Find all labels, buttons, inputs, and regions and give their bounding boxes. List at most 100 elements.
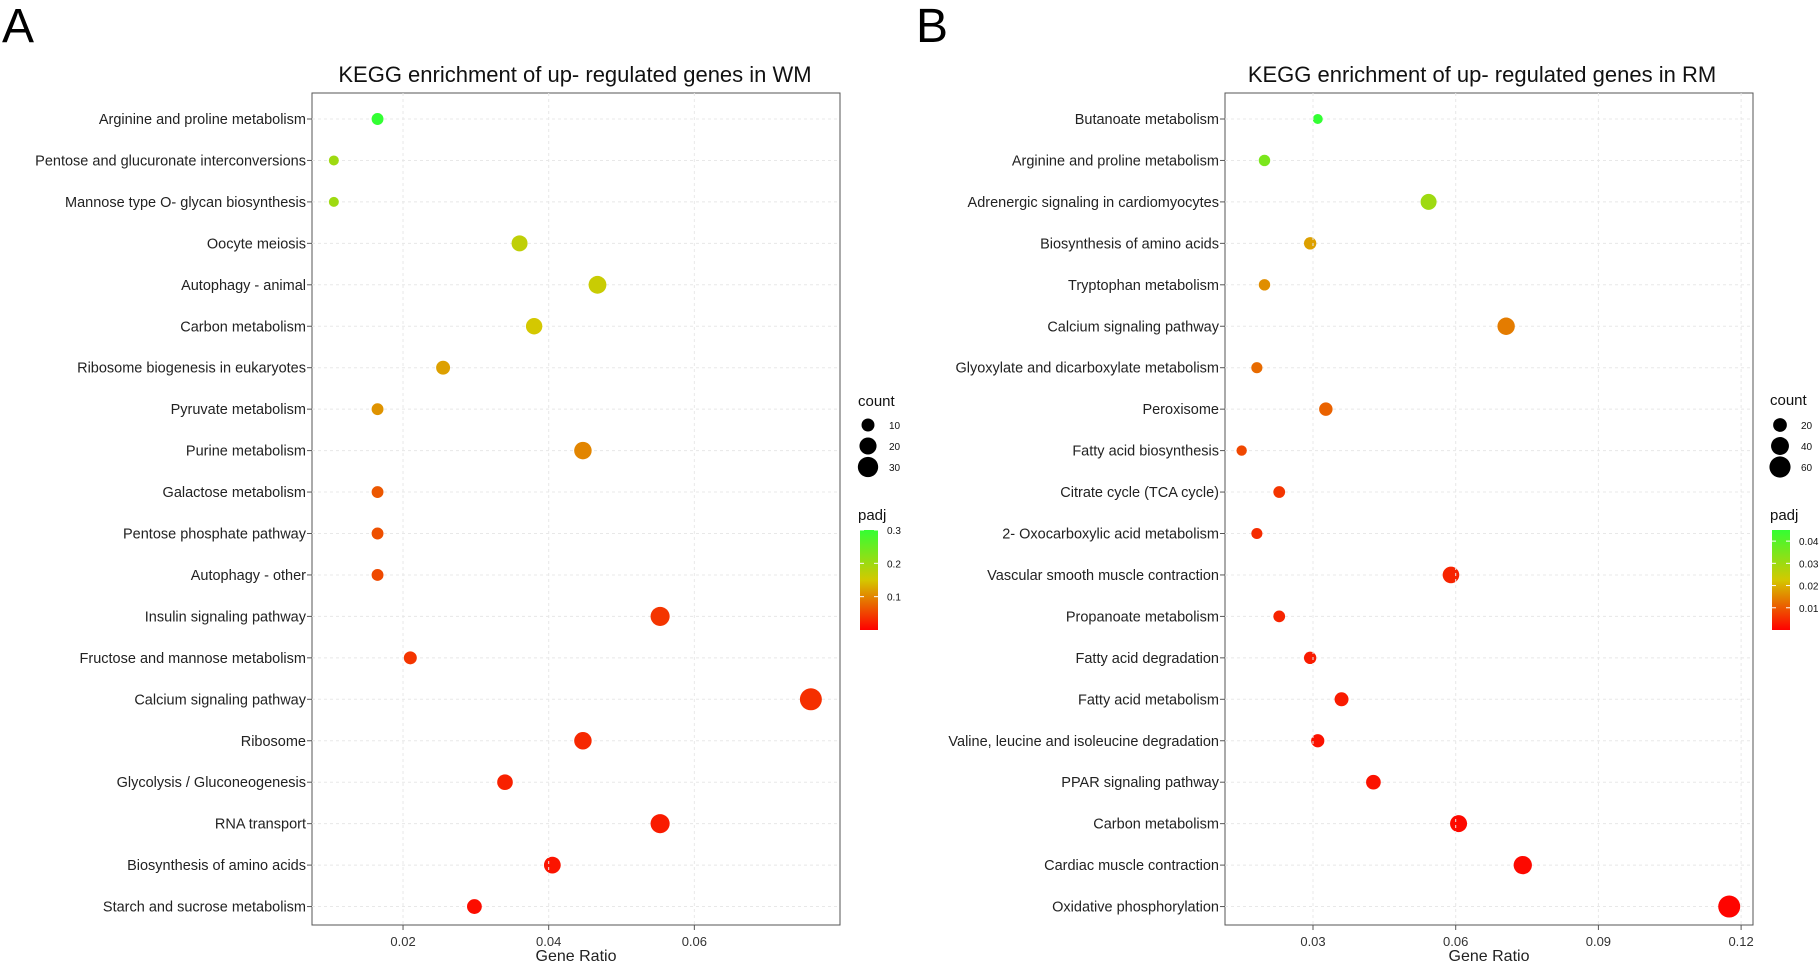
x-tick-label: 0.09 <box>1586 934 1611 949</box>
data-point <box>574 441 592 460</box>
x-axis-ticks: 0.03 0.06 0.09 0.12 <box>1300 93 1754 949</box>
data-points <box>1236 114 1741 918</box>
category-label: Carbon metabolism <box>180 319 306 335</box>
data-point <box>588 275 607 294</box>
data-points <box>328 113 822 914</box>
size-legend-title: count <box>1770 392 1808 409</box>
category-labels: Butanoate metabolism Arginine and proline… <box>948 112 1753 916</box>
size-legend-dot <box>1771 437 1789 455</box>
data-point <box>497 774 513 791</box>
plot-area <box>1224 92 1754 926</box>
data-point <box>574 732 592 750</box>
category-label: Vascular smooth muscle contraction <box>987 568 1219 584</box>
category-label: Butanoate metabolism <box>1075 112 1219 128</box>
category-label: Valine, leucine and isoleucine degradati… <box>948 734 1219 750</box>
color-bar <box>860 530 878 630</box>
data-point <box>371 486 384 498</box>
data-point <box>1420 193 1437 210</box>
category-label: Ribosome <box>241 734 306 750</box>
category-label: Biosynthesis of amino acids <box>1040 236 1219 252</box>
category-labels: Arginine and proline metabolism Pentose a… <box>35 112 840 916</box>
data-point <box>650 814 670 834</box>
color-bar <box>1772 530 1790 630</box>
category-label: Pyruvate metabolism <box>171 402 306 418</box>
data-point <box>1513 855 1532 875</box>
category-label: PPAR signaling pathway <box>1061 775 1219 791</box>
data-point <box>543 856 561 874</box>
color-legend-ticks: 0.01 0.02 0.03 0.04 <box>1772 537 1819 615</box>
color-legend-ticks: 0.1 0.2 0.3 <box>860 526 901 604</box>
category-label: Carbon metabolism <box>1093 817 1219 833</box>
category-label: Calcium signaling pathway <box>1047 319 1219 335</box>
color-legend-label: 0.3 <box>887 526 901 537</box>
color-legend-label: 0.02 <box>1799 582 1819 593</box>
category-label: Fatty acid degradation <box>1076 651 1219 667</box>
x-axis-ticks: 0.02 0.04 0.06 <box>390 93 707 949</box>
size-legend-items: 10 20 30 <box>857 418 901 478</box>
panel-b: B KEGG enrichment of up- regulated genes… <box>916 0 1819 965</box>
category-label: Autophagy - other <box>191 568 306 584</box>
plot-area <box>311 92 841 926</box>
size-legend-dot <box>861 418 875 432</box>
category-label: Ribosome biogenesis in eukaryotes <box>77 361 306 377</box>
category-label: Glycolysis / Gluconeogenesis <box>117 775 306 791</box>
panel-letter: B <box>916 0 948 53</box>
x-tick-label: 0.04 <box>536 934 561 949</box>
size-legend-label: 60 <box>1801 463 1813 474</box>
data-point <box>1236 445 1247 456</box>
data-point <box>1312 114 1323 124</box>
legend: count 20 40 60 padj 0.01 0.02 0.03 0.04 <box>1769 392 1819 630</box>
data-point <box>650 606 670 626</box>
size-legend-items: 20 40 60 <box>1769 418 1813 478</box>
category-label: Adrenergic signaling in cardiomyocytes <box>968 195 1219 211</box>
category-label: Fatty acid metabolism <box>1078 692 1219 708</box>
data-point <box>328 155 339 166</box>
panel-a: A KEGG enrichment of up- regulated genes… <box>2 0 901 965</box>
category-label: Peroxisome <box>1142 402 1219 418</box>
data-point <box>371 569 384 581</box>
data-point <box>1450 815 1468 833</box>
category-label: Oxidative phosphorylation <box>1052 900 1219 916</box>
color-legend-label: 0.1 <box>887 593 901 604</box>
color-legend-title: padj <box>858 507 886 524</box>
category-label: Biosynthesis of amino acids <box>127 858 306 874</box>
category-label: Galactose metabolism <box>163 485 306 501</box>
data-point <box>1366 774 1381 790</box>
size-legend-dot <box>1769 456 1791 478</box>
category-label: Glyoxylate and dicarboxylate metabolism <box>955 361 1219 377</box>
category-label: Mannose type O- glycan biosynthesis <box>65 195 306 211</box>
chart-title: KEGG enrichment of up- regulated genes i… <box>338 62 811 87</box>
data-point <box>1334 692 1349 707</box>
category-label: Fructose and mannose metabolism <box>80 651 306 667</box>
size-legend-dot <box>859 437 877 455</box>
x-tick-label: 0.03 <box>1300 934 1325 949</box>
x-tick-label: 0.02 <box>390 934 415 949</box>
data-point <box>467 899 482 914</box>
data-point <box>1303 651 1317 665</box>
data-point <box>799 688 822 711</box>
x-tick-label: 0.06 <box>1443 934 1468 949</box>
data-point <box>1497 317 1515 335</box>
size-legend-label: 20 <box>889 442 901 453</box>
data-point <box>1251 362 1263 374</box>
color-legend-label: 0.03 <box>1799 559 1819 570</box>
color-legend-title: padj <box>1770 507 1798 524</box>
data-point <box>1311 734 1325 748</box>
data-point <box>1273 610 1286 623</box>
color-legend-label: 0.2 <box>887 559 901 570</box>
color-legend-label: 0.04 <box>1799 537 1819 548</box>
data-point <box>1251 527 1263 540</box>
data-point <box>1258 154 1271 167</box>
category-label: Starch and sucrose metabolism <box>103 900 306 916</box>
category-label: Autophagy - animal <box>181 278 306 294</box>
category-label: Purine metabolism <box>186 444 306 460</box>
category-label: Citrate cycle (TCA cycle) <box>1060 485 1219 501</box>
category-label: Cardiac muscle contraction <box>1044 858 1219 874</box>
size-legend-dot <box>857 456 879 478</box>
data-point <box>403 651 417 665</box>
data-point <box>371 527 384 540</box>
category-label: Propanoate metabolism <box>1066 609 1219 625</box>
x-tick-label: 0.06 <box>682 934 707 949</box>
category-label: Oocyte meiosis <box>207 236 306 252</box>
